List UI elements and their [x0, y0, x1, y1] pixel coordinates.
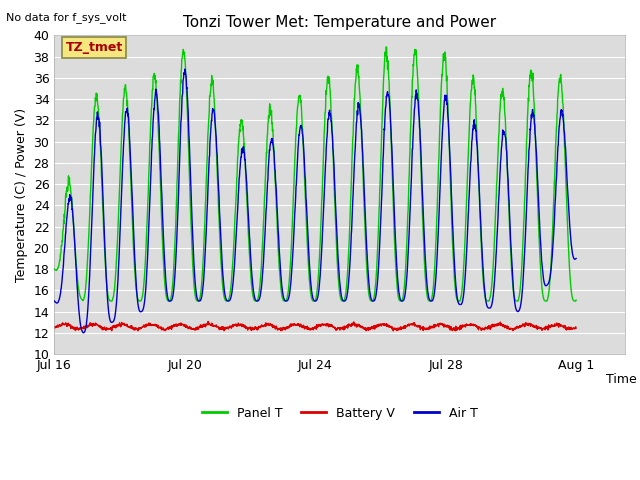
- Battery V: [275, 325, 282, 331]
- Battery V: [204, 319, 212, 324]
- Air T: [329, 136, 337, 142]
- Y-axis label: Temperature (C) / Power (V): Temperature (C) / Power (V): [15, 108, 28, 282]
- Battery V: [501, 325, 509, 331]
- Battery V: [390, 328, 397, 334]
- Air T: [51, 298, 58, 304]
- Air T: [284, 298, 291, 304]
- Panel T: [572, 297, 580, 303]
- Line: Panel T: Panel T: [54, 47, 576, 301]
- Battery V: [386, 324, 394, 329]
- Air T: [81, 326, 89, 332]
- Legend: Panel T, Battery V, Air T: Panel T, Battery V, Air T: [196, 402, 483, 425]
- Battery V: [328, 323, 336, 329]
- Air T: [79, 330, 87, 336]
- Panel T: [108, 298, 115, 304]
- Panel T: [283, 296, 291, 301]
- Line: Air T: Air T: [54, 69, 576, 333]
- Panel T: [387, 111, 394, 117]
- Panel T: [501, 110, 509, 116]
- Panel T: [328, 130, 336, 136]
- Battery V: [283, 324, 291, 330]
- Battery V: [51, 325, 58, 331]
- Air T: [501, 132, 509, 137]
- Line: Battery V: Battery V: [54, 322, 576, 331]
- Panel T: [51, 266, 58, 272]
- Air T: [275, 237, 283, 243]
- Air T: [387, 110, 394, 116]
- Air T: [572, 255, 580, 261]
- Panel T: [81, 289, 89, 295]
- Battery V: [572, 325, 580, 331]
- Title: Tonzi Tower Met: Temperature and Power: Tonzi Tower Met: Temperature and Power: [183, 15, 496, 30]
- Text: No data for f_sys_volt: No data for f_sys_volt: [6, 12, 127, 23]
- Panel T: [275, 250, 282, 256]
- X-axis label: Time: Time: [605, 373, 636, 386]
- Battery V: [81, 325, 89, 331]
- Air T: [181, 66, 189, 72]
- Text: TZ_tmet: TZ_tmet: [65, 41, 123, 54]
- Panel T: [383, 44, 390, 50]
